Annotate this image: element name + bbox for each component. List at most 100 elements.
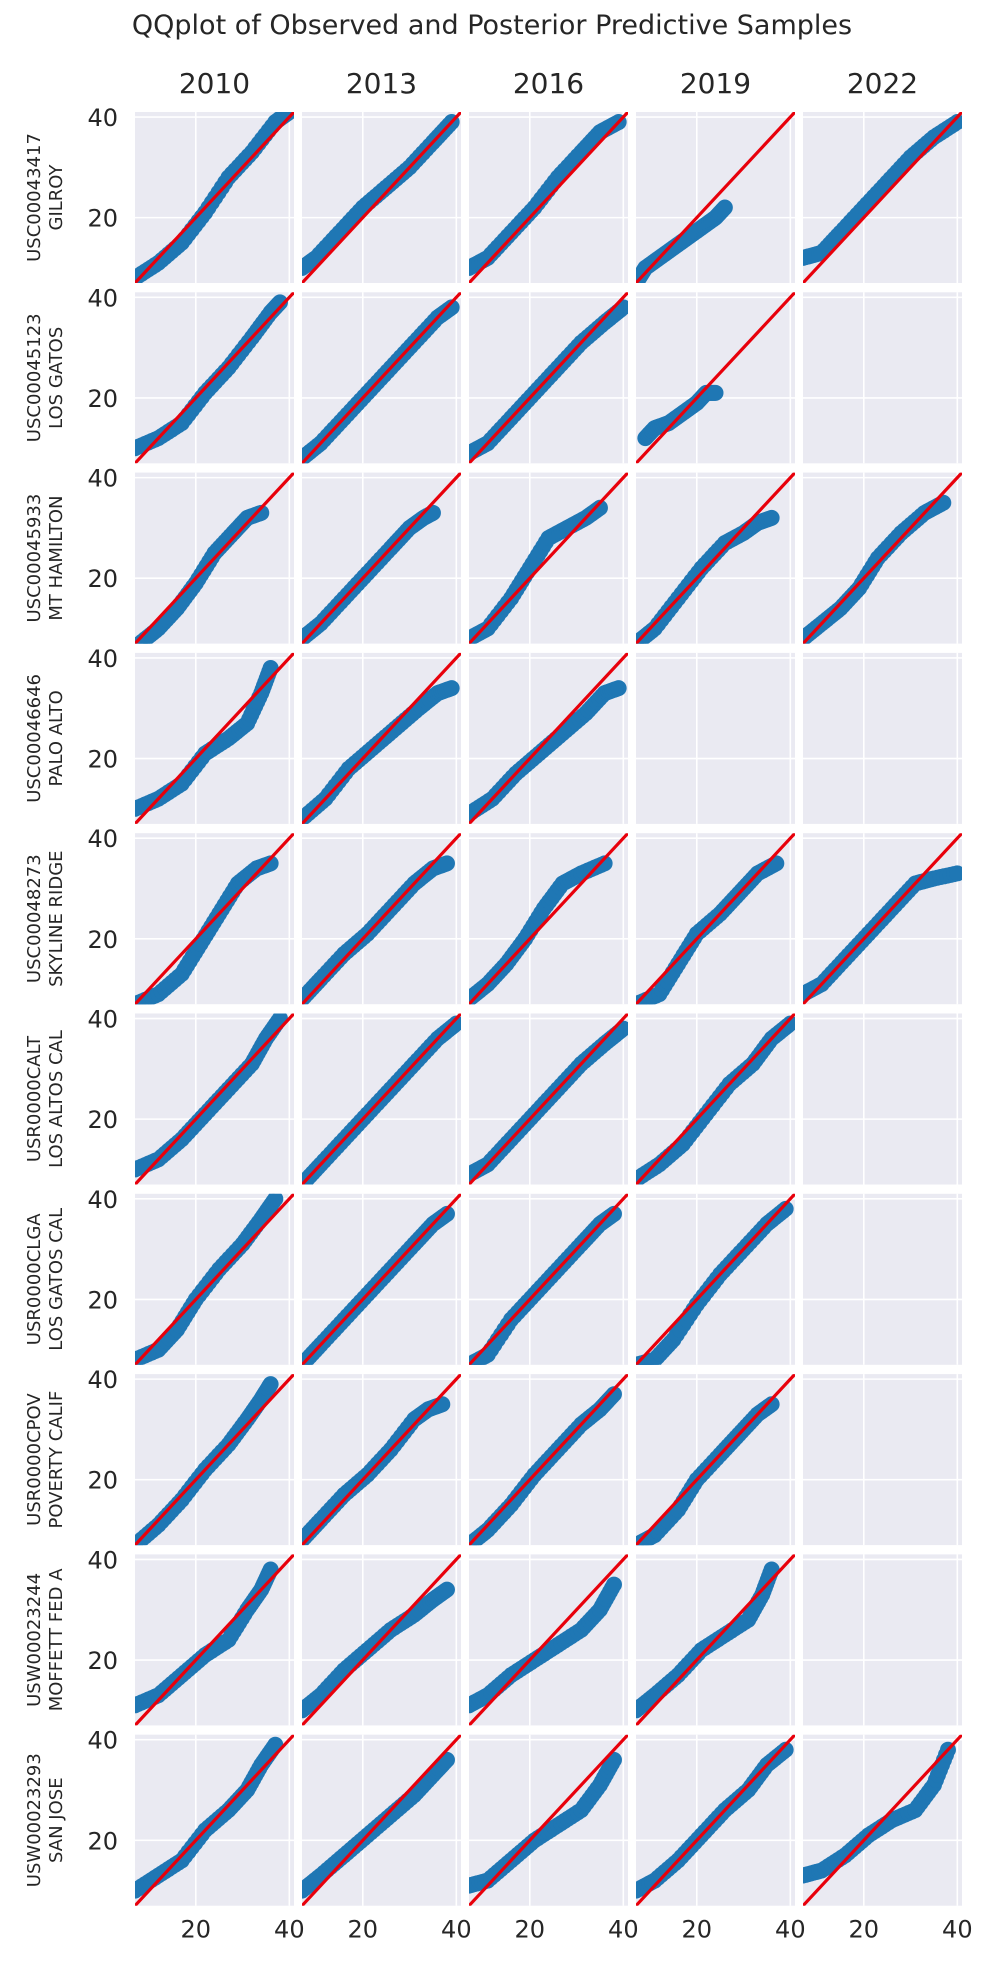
facet-panel — [302, 1734, 461, 1906]
panel-content — [803, 472, 962, 644]
reference-line — [302, 1734, 461, 1906]
facet-panel — [135, 472, 294, 644]
x-tick-label: 40 — [441, 1916, 472, 1944]
facet-panel — [803, 1734, 962, 1906]
facet-panel — [302, 652, 461, 824]
reference-line — [135, 1554, 294, 1726]
row-label-name: SAN JOSE — [46, 1777, 67, 1863]
panel-content — [302, 112, 461, 283]
facet-panel — [135, 112, 294, 283]
qq-point — [596, 855, 613, 872]
facet-panel — [636, 472, 795, 644]
facet-panel — [302, 1554, 461, 1726]
reference-line — [803, 472, 962, 644]
row-label-name: MOFFETT FED A — [46, 1568, 67, 1711]
panel-content — [636, 112, 795, 283]
facet-panel — [803, 1013, 962, 1185]
qq-point — [605, 1576, 622, 1593]
y-tick-label: 40 — [87, 1006, 118, 1034]
reference-line — [302, 652, 461, 824]
reference-line — [135, 1734, 294, 1906]
panel-content — [302, 1734, 461, 1906]
y-tick-label: 40 — [87, 645, 118, 673]
facet-panel — [803, 652, 962, 824]
facet-panel — [469, 112, 628, 283]
qq-point — [949, 865, 962, 882]
qq-point — [271, 294, 288, 311]
row-label: USC00045123LOS GATOS — [24, 313, 67, 442]
facet-panel — [302, 833, 461, 1005]
column-title: 2019 — [680, 67, 751, 100]
panel-content — [135, 472, 294, 644]
row-label-name: LOS GATOS CAL — [46, 1208, 67, 1351]
facet-panel — [302, 1193, 461, 1365]
row-label: USR0000CLGALOS GATOS CAL — [24, 1208, 67, 1351]
panel-content — [302, 1374, 461, 1546]
y-tick-label: 20 — [87, 926, 118, 954]
row-label-id: USR0000CPOV — [24, 1393, 45, 1526]
reference-line — [803, 1734, 962, 1906]
qq-point — [591, 499, 608, 516]
y-tick-label: 20 — [87, 1467, 118, 1495]
qq-point — [262, 855, 279, 872]
qq-point — [777, 1741, 794, 1758]
reference-line — [803, 112, 962, 283]
facet-panel — [469, 1554, 628, 1726]
reference-line — [135, 1374, 294, 1546]
reference-line — [469, 1554, 628, 1726]
y-tick-label: 40 — [87, 284, 118, 312]
panel-content — [636, 292, 795, 464]
reference-line — [636, 112, 795, 283]
panel-content — [469, 292, 628, 464]
reference-line — [636, 1193, 795, 1365]
reference-line — [636, 292, 795, 464]
facet-panel — [302, 1374, 461, 1546]
reference-line — [302, 833, 461, 1005]
reference-line — [135, 833, 294, 1005]
reference-line — [302, 1013, 461, 1185]
facet-panel — [636, 292, 795, 464]
qq-point — [777, 1200, 794, 1217]
facet-panel — [636, 1193, 795, 1365]
reference-line — [469, 1374, 628, 1546]
facet-panel — [135, 1374, 294, 1546]
panel-content — [302, 472, 461, 644]
qq-point — [605, 1386, 622, 1403]
reference-line — [135, 472, 294, 644]
facet-panel — [636, 112, 795, 283]
panel-content — [135, 1193, 294, 1365]
panel-content — [636, 1013, 795, 1185]
facet-panel — [469, 472, 628, 644]
panel-content — [302, 1554, 461, 1726]
reference-line — [636, 1374, 795, 1546]
x-tick-label: 40 — [775, 1916, 806, 1944]
qq-point — [267, 1193, 284, 1207]
qq-point — [438, 855, 455, 872]
panel-content — [803, 112, 962, 283]
qq-point — [949, 114, 962, 131]
y-tick-label: 20 — [87, 385, 118, 413]
reference-line — [302, 1374, 461, 1546]
y-tick-label: 20 — [87, 1286, 118, 1314]
facet-panel — [135, 833, 294, 1005]
reference-line — [469, 1734, 628, 1906]
reference-line — [469, 833, 628, 1005]
facet-panel — [803, 1374, 962, 1546]
panel-content — [135, 833, 294, 1005]
qq-point — [763, 509, 780, 526]
qq-point — [443, 680, 460, 697]
reference-line — [302, 292, 461, 464]
reference-line — [302, 112, 461, 283]
y-tick-label: 40 — [87, 825, 118, 853]
x-tick-label: 40 — [942, 1916, 973, 1944]
facet-panel — [302, 1013, 461, 1185]
facet-panel — [469, 1193, 628, 1365]
row-label-id: USC00046646 — [24, 674, 45, 803]
panel-content — [302, 833, 461, 1005]
y-tick-label: 40 — [87, 465, 118, 493]
reference-line — [302, 1193, 461, 1365]
reference-line — [469, 112, 628, 283]
panel-background — [803, 1193, 962, 1365]
qq-point — [438, 1581, 455, 1598]
